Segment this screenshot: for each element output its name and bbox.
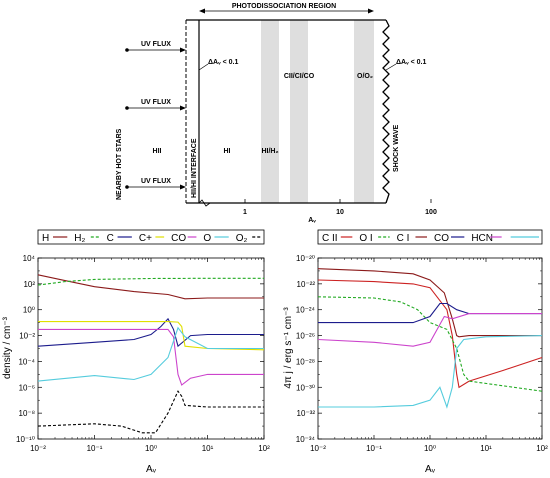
density-ytick-label: 10⁰	[23, 306, 35, 315]
uv-flux-arrow-2: UV FLUX	[125, 99, 186, 111]
uv-flux-arrow-1: UV FLUX	[125, 41, 186, 53]
emissivity-xtick-label: 10¹	[480, 444, 492, 453]
density-ytick-label: 10⁻⁴	[18, 357, 35, 366]
density-legend-label-h: H	[42, 233, 49, 244]
shock-wave-label: SHOCK WAVE	[393, 124, 400, 172]
density-series-o-line	[37, 326, 264, 382]
emissivity-legend-label-hcn: HCN	[471, 233, 493, 244]
density-ytick-label: 10⁻¹⁰	[16, 435, 35, 444]
emissivity-legend: C II O I C I CO HCN	[322, 233, 539, 244]
axis-break-mark	[198, 199, 211, 207]
emissivity-ytick-label: 10⁻³⁰	[296, 383, 315, 392]
diagram-xtick-1: 1	[243, 209, 247, 216]
pdr-arrow-right-head	[368, 8, 374, 14]
density-legend-label-c: C	[107, 233, 114, 244]
shaded-band-o-o2	[354, 20, 374, 203]
delta-av-label-left: ΔAᵥ < 0.1	[208, 59, 238, 66]
emissivity-series-o-i-line	[317, 296, 543, 392]
emissivity-series-series-line	[318, 335, 543, 409]
density-legend: H H₂ C C+ CO O O₂	[42, 233, 261, 244]
emissivity-series-co-line	[318, 302, 542, 324]
emissivity-ytick-label: 10⁻³²	[297, 409, 316, 418]
pdr-diagram: PHOTODISSOCIATION REGION NEARBY HOT STAR…	[116, 3, 437, 224]
uv-flux-label-2: UV FLUX	[141, 99, 171, 106]
emissivity-xtick-label: 10⁻²	[310, 444, 326, 453]
delta-av-label-right: ΔAᵥ < 0.1	[396, 59, 426, 66]
density-legend-label-o: O	[203, 233, 211, 244]
density-legend-label-h: H₂	[74, 233, 85, 244]
region-label-o-o2: O/O₂	[357, 73, 373, 80]
hot-stars-label: NEARBY HOT STARS	[116, 128, 123, 200]
density-legend-label-co: CO	[171, 233, 186, 244]
emissivity-xtick-label: 10⁰	[424, 444, 436, 453]
emissivity-ytick-label: 10⁻²⁰	[296, 254, 315, 263]
emissivity-series-c-ii-line	[317, 279, 543, 389]
density-xtick-label: 10⁻²	[30, 444, 46, 453]
diagram-xtick-10: 10	[336, 209, 344, 216]
emissivity-x-axis-label: Aᵥ	[425, 464, 436, 475]
shock-wave-line	[382, 19, 390, 204]
emissivity-legend-label-c-i: C I	[397, 233, 410, 244]
density-ytick-label: 10⁴	[23, 254, 36, 263]
emissivity-ytick-label: 10⁻³⁴	[296, 435, 316, 444]
emissivity-ytick-label: 10⁻²⁶	[296, 332, 315, 341]
emissivity-legend-box	[317, 229, 543, 245]
density-legend-box	[37, 229, 265, 245]
emissivity-legend-label-co: CO	[434, 233, 449, 244]
region-label-hii: HII	[153, 148, 162, 155]
density-series-o-line	[37, 390, 264, 434]
emissivity-legend-label-o-i: O I	[359, 233, 372, 244]
pdr-arrow-left-head	[199, 8, 205, 14]
density-legend-label-c: C+	[139, 233, 152, 244]
region-label-hi-h2: HI/H₂	[261, 148, 278, 155]
density-plot: H H₂ C C+ CO O O₂ 10⁻² 10⁻¹ 10⁰ 10¹ 10²10⁻¹⁰10⁻⁸10…	[2, 229, 270, 475]
density-series	[37, 274, 265, 434]
density-xtick-label: 10²	[258, 444, 270, 453]
diagram-x-axis-label: Aᵥ	[308, 217, 316, 224]
emissivity-y-axis-label: 4π j / erg s⁻¹ cm⁻³	[283, 307, 294, 389]
delta-pointer-left	[198, 63, 209, 71]
density-xtick-label: 10⁻¹	[87, 444, 103, 453]
density-series-co-line	[38, 328, 264, 386]
uv-flux-label-1: UV FLUX	[141, 41, 171, 48]
uv-flux-label-3: UV FLUX	[141, 178, 171, 185]
density-axes-ticks: 10⁻² 10⁻¹ 10⁰ 10¹ 10² 10⁻¹⁰ 10⁻⁸ 10⁻⁶ 10⁻⁴ 10⁻² 10…	[16, 254, 270, 453]
emissivity-series-hcn-line	[317, 313, 542, 347]
density-legend-label-o: O₂	[236, 233, 248, 244]
shaded-band-hi-h2	[261, 20, 279, 203]
shaded-band-cii	[290, 20, 308, 203]
pdr-label: PHOTODISSOCIATION REGION	[232, 3, 336, 10]
uv-flux-arrow-3: UV FLUX	[125, 178, 186, 190]
region-label-cii-ci-co: CII/CI/CO	[284, 73, 315, 80]
emissivity-xtick-label: 10²	[536, 444, 548, 453]
region-label-hi: HI	[224, 148, 231, 155]
emissivity-legend-label-c-ii: C II	[322, 233, 338, 244]
density-y-axis-label: density / cm⁻³	[2, 316, 13, 379]
emissivity-ytick-label: 10⁻²⁴	[296, 306, 316, 315]
density-ytick-label: 10⁻⁸	[19, 409, 36, 418]
density-series-h-line	[37, 277, 264, 286]
delta-pointer-right	[385, 63, 397, 71]
density-series-c-line	[38, 321, 265, 351]
diagram-xtick-100: 100	[425, 209, 437, 216]
density-ytick-label: 10⁻⁶	[19, 383, 35, 392]
density-ytick-label: 10²	[23, 280, 35, 289]
density-x-axis-label: Aᵥ	[146, 464, 157, 475]
density-xtick-label: 10⁰	[145, 444, 157, 453]
emissivity-ytick-label: 10⁻²²	[297, 280, 316, 289]
emissivity-series	[317, 268, 543, 409]
emissivity-series-c-i-line	[317, 268, 542, 338]
emissivity-xtick-label: 10⁻¹	[366, 444, 382, 453]
interface-label: HII/HI INTERFACE	[191, 138, 198, 198]
emissivity-axes-ticks: 10⁻² 10⁻¹ 10⁰ 10¹ 10² 10⁻³⁴ 10⁻³² 10⁻³⁰ 10⁻²⁸ 10⁻…	[296, 254, 548, 453]
density-ytick-label: 10⁻²	[19, 332, 35, 341]
density-series-c-line	[37, 317, 264, 348]
emissivity-plot-frame	[317, 257, 543, 440]
emissivity-ytick-label: 10⁻²⁸	[296, 357, 315, 366]
density-xtick-label: 10¹	[202, 444, 214, 453]
